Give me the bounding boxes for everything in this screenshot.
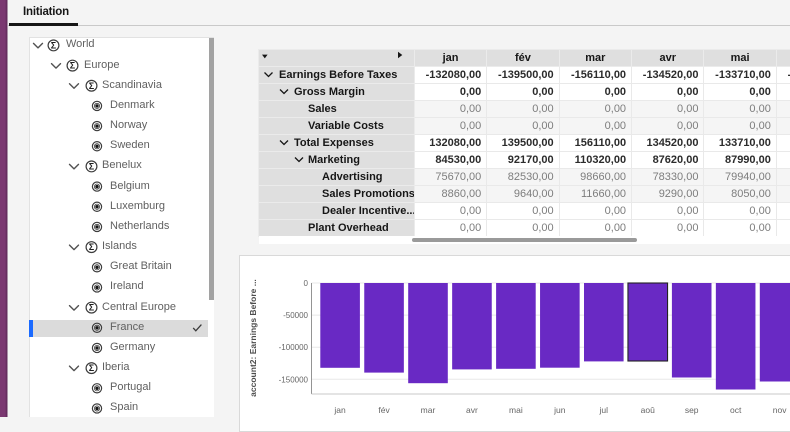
- svg-text:fév: fév: [378, 405, 390, 415]
- svg-text:mar: mar: [421, 405, 436, 415]
- svg-text:jan: jan: [333, 405, 346, 415]
- svg-text:sep: sep: [685, 405, 699, 415]
- svg-text:Σ: Σ: [89, 162, 95, 172]
- svg-text:Σ: Σ: [51, 41, 57, 51]
- svg-text:nov: nov: [773, 405, 787, 415]
- svg-text:jun: jun: [553, 405, 566, 415]
- svg-text:-150000: -150000: [279, 375, 309, 384]
- svg-text:Σ: Σ: [89, 242, 95, 252]
- svg-text:-50000: -50000: [283, 311, 308, 320]
- svg-text:account2: Earnings Before ...: account2: Earnings Before ...: [248, 279, 258, 397]
- svg-text:mai: mai: [509, 405, 523, 415]
- svg-text:0: 0: [304, 279, 309, 288]
- svg-text:-100000: -100000: [279, 343, 309, 352]
- svg-text:Σ: Σ: [70, 61, 76, 71]
- svg-text:Σ: Σ: [89, 363, 95, 373]
- svg-text:Σ: Σ: [89, 81, 95, 91]
- svg-text:oct: oct: [730, 405, 742, 415]
- svg-text:Σ: Σ: [89, 303, 95, 313]
- svg-text:jul: jul: [599, 405, 609, 415]
- svg-text:aoû: aoû: [641, 405, 655, 415]
- svg-text:avr: avr: [466, 405, 478, 415]
